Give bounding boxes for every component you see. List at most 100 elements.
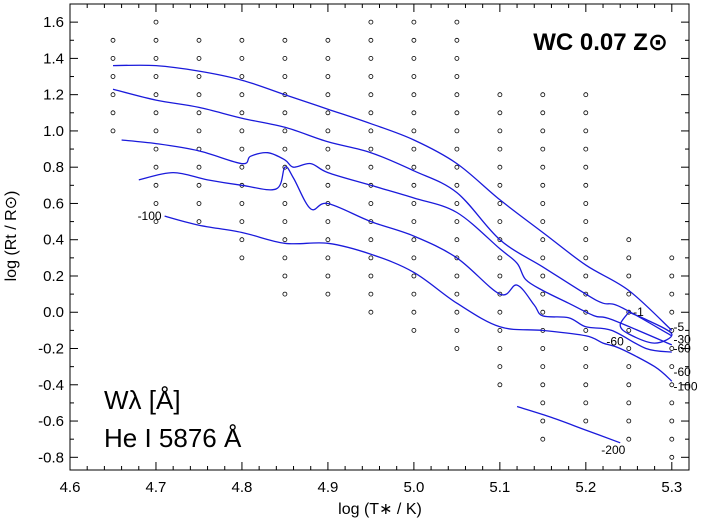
x-tick-label: 4.7: [146, 479, 167, 496]
y-tick-label: 0.4: [43, 232, 64, 249]
grid-point: [540, 400, 546, 406]
grid-point: [411, 164, 417, 170]
grid-point: [368, 19, 374, 25]
grid-point: [282, 56, 288, 61]
grid-point: [540, 418, 546, 424]
grid-point: [368, 128, 374, 134]
grid-point: [540, 92, 546, 98]
grid-point: [626, 273, 632, 279]
x-tick-label: 5.1: [489, 479, 510, 496]
grid-point: [368, 237, 374, 243]
grid-point: [454, 128, 460, 134]
grid-point: [454, 37, 460, 43]
grid-point: [368, 37, 374, 43]
grid-point: [368, 255, 374, 261]
y-axis-label: log (Rt / R⊙): [3, 191, 20, 282]
grid-point: [626, 418, 632, 424]
grid-point: [411, 182, 417, 188]
grid-point: [282, 237, 288, 243]
grid-point: [583, 146, 589, 152]
grid-point: [325, 37, 331, 43]
grid-point: [196, 56, 202, 61]
grid-point: [626, 291, 632, 297]
grid-point: [497, 237, 503, 243]
grid-point: [540, 146, 546, 152]
grid-point: [454, 327, 460, 333]
grid-point: [454, 56, 460, 61]
grid-point: [282, 110, 288, 116]
grid-point: [153, 146, 159, 152]
grid-point: [497, 255, 503, 261]
grid-point: [153, 19, 159, 25]
grid-point: [497, 182, 503, 188]
grid-point: [239, 92, 245, 98]
grid-point: [153, 128, 159, 134]
grid-point: [626, 400, 632, 406]
grid-point: [411, 37, 417, 43]
grid-point: [196, 164, 202, 170]
grid-point: [669, 382, 675, 388]
y-tick-label: 1.0: [43, 123, 64, 140]
x-tick-label: 5.0: [403, 479, 424, 496]
grid-point: [540, 128, 546, 134]
grid-point: [325, 128, 331, 134]
grid-point: [669, 309, 675, 315]
grid-point: [540, 219, 546, 225]
grid-point: [368, 110, 374, 116]
grid-point: [368, 56, 374, 61]
grid-point: [368, 92, 374, 98]
grid-point: [669, 364, 675, 370]
grid-point: [411, 327, 417, 333]
contour-label: -60: [606, 334, 624, 348]
annotation-quantity: Wλ [Å]: [104, 385, 181, 415]
grid-point: [411, 74, 417, 79]
grid-point: [497, 309, 503, 315]
grid-point: [540, 364, 546, 370]
grid-point: [411, 219, 417, 225]
grid-point: [583, 219, 589, 225]
grid-point: [497, 201, 503, 206]
grid-point: [368, 201, 374, 206]
grid-point: [153, 164, 159, 170]
grid-point: [411, 92, 417, 98]
y-tick-label: 0.6: [43, 195, 64, 212]
model-grid-points: [110, 19, 675, 460]
grid-point: [497, 92, 503, 98]
grid-point: [540, 346, 546, 351]
grid-point: [325, 74, 331, 79]
grid-point: [282, 201, 288, 206]
grid-point: [153, 110, 159, 116]
grid-point: [540, 291, 546, 297]
grid-point: [497, 110, 503, 116]
y-tick-label: -0.6: [38, 413, 64, 430]
grid-point: [454, 273, 460, 279]
grid-point: [282, 219, 288, 225]
contour-line: [112, 88, 673, 337]
grid-point: [454, 255, 460, 261]
grid-point: [325, 291, 331, 297]
grid-point: [196, 37, 202, 43]
grid-point: [669, 346, 675, 351]
grid-point: [669, 454, 675, 460]
grid-point: [411, 237, 417, 243]
grid-point: [325, 110, 331, 116]
y-tick-label: -0.4: [38, 377, 64, 394]
contour-line: [516, 405, 621, 444]
contour-label: -60: [674, 365, 692, 379]
grid-point: [153, 201, 159, 206]
grid-point: [239, 237, 245, 243]
y-tick-label: -0.2: [38, 341, 64, 358]
grid-point: [411, 201, 417, 206]
grid-point: [626, 255, 632, 261]
grid-point: [239, 56, 245, 61]
grid-point: [110, 74, 116, 79]
grid-point: [196, 182, 202, 188]
grid-point: [454, 92, 460, 98]
y-tick-label: 1.6: [43, 14, 64, 31]
grid-point: [497, 219, 503, 225]
grid-point: [282, 182, 288, 188]
grid-point: [282, 273, 288, 279]
grid-point: [540, 237, 546, 243]
grid-point: [454, 346, 460, 351]
